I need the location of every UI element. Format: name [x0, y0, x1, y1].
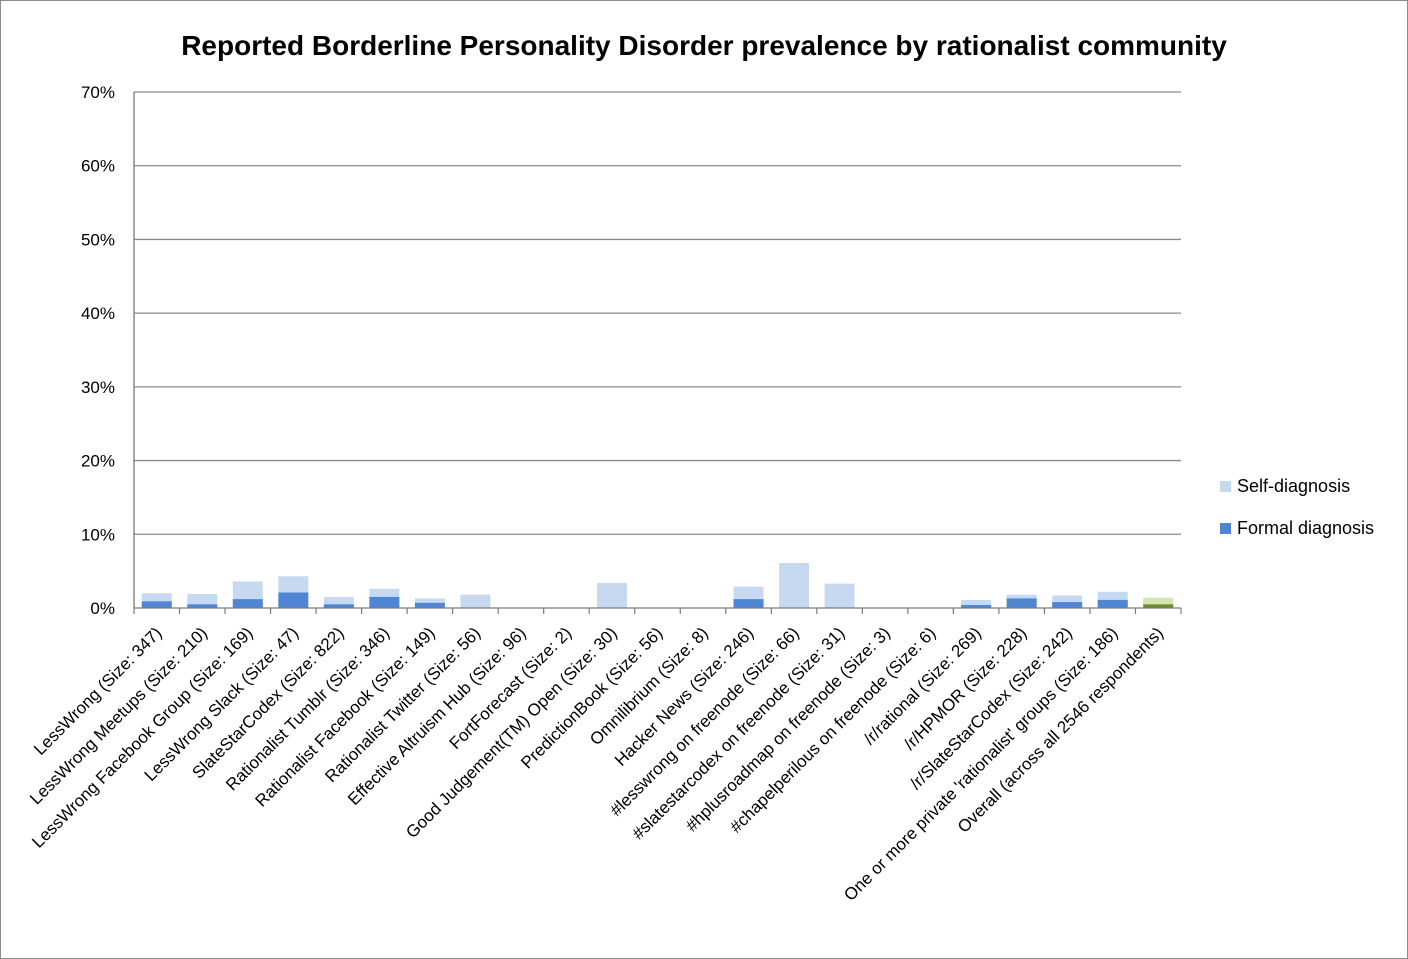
- bar-formal-diagnosis: [141, 601, 172, 608]
- bar-formal-diagnosis: [961, 605, 992, 608]
- bar-self-diagnosis: [460, 594, 491, 608]
- y-tick-label: 70%: [81, 83, 115, 102]
- x-category-label: LessWrong Meetups (Size: 210): [26, 623, 211, 808]
- y-tick-label: 10%: [81, 525, 115, 544]
- bars: [141, 563, 1174, 608]
- y-tick-label: 20%: [81, 452, 115, 471]
- legend-label: Formal diagnosis: [1237, 518, 1374, 538]
- y-tick-label: 40%: [81, 304, 115, 323]
- y-axis-ticks: 0% 10% 20% 30% 40% 50% 60% 70%: [81, 83, 115, 618]
- bar-formal-diagnosis: [1052, 602, 1083, 608]
- legend-label: Self-diagnosis: [1237, 476, 1350, 496]
- legend: Self-diagnosis Formal diagnosis: [1220, 476, 1374, 538]
- y-tick-label: 30%: [81, 378, 115, 397]
- gridlines: [134, 91, 1181, 535]
- x-axis-labels: LessWrong (Size: 347)LessWrong Meetups (…: [26, 623, 1167, 904]
- bar-formal-diagnosis: [323, 604, 354, 608]
- axes: [133, 92, 1182, 614]
- y-tick-label: 60%: [81, 157, 115, 176]
- bar-self-diagnosis: [824, 583, 855, 608]
- bar-formal-diagnosis: [369, 596, 400, 608]
- bar-self-diagnosis: [779, 563, 810, 608]
- bar-formal-diagnosis: [232, 599, 263, 608]
- bar-self-diagnosis: [323, 596, 354, 608]
- chart-title: Reported Borderline Personality Disorder…: [181, 30, 1227, 61]
- y-tick-label: 50%: [81, 230, 115, 249]
- bar-formal-diagnosis: [1097, 599, 1128, 608]
- y-tick-label: 0%: [90, 599, 115, 618]
- bar-formal-diagnosis: [1006, 598, 1037, 608]
- bar-self-diagnosis: [1143, 597, 1174, 608]
- bar-self-diagnosis: [596, 582, 627, 608]
- bar-formal-diagnosis: [414, 602, 445, 608]
- bar-formal-diagnosis: [1143, 604, 1174, 608]
- legend-swatch: [1220, 481, 1231, 492]
- bar-self-diagnosis: [961, 599, 992, 608]
- bar-formal-diagnosis: [278, 592, 309, 608]
- bar-formal-diagnosis: [187, 604, 218, 608]
- legend-swatch: [1220, 523, 1231, 534]
- bar-formal-diagnosis: [733, 599, 764, 608]
